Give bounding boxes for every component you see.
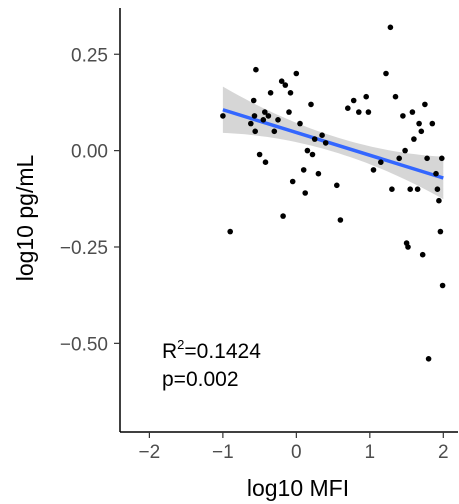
data-point: [289, 178, 296, 185]
data-point: [363, 93, 370, 100]
data-point: [271, 128, 278, 135]
data-point: [282, 82, 289, 88]
data-point: [260, 117, 267, 123]
y-tick-label: −0.50: [60, 334, 108, 355]
data-point: [262, 109, 268, 115]
data-point: [411, 136, 417, 142]
data-point: [220, 113, 226, 119]
r-squared-superscript: 2: [177, 337, 184, 352]
data-point: [356, 109, 362, 115]
x-tick-label: −1: [212, 442, 234, 463]
p-value-annotation: p=0.002: [162, 368, 239, 391]
x-tick-label: 1: [365, 442, 376, 463]
data-point: [345, 105, 351, 111]
data-point: [334, 182, 340, 189]
data-point: [439, 155, 445, 162]
data-point: [370, 167, 377, 173]
data-point: [248, 120, 254, 127]
data-point: [297, 120, 303, 127]
data-point: [267, 90, 274, 96]
data-point: [402, 147, 408, 154]
data-point: [293, 70, 300, 77]
data-point: [250, 97, 257, 104]
regression-line: [222, 108, 444, 180]
data-point: [414, 186, 421, 192]
data-point: [315, 170, 322, 177]
data-point: [319, 132, 325, 138]
data-point: [337, 217, 344, 223]
data-point: [418, 128, 425, 135]
data-point: [278, 78, 285, 84]
data-point: [429, 120, 436, 127]
y-tick-label: −0.25: [60, 238, 108, 259]
data-point: [227, 228, 233, 235]
r-squared-value: =0.1424: [184, 340, 261, 363]
data-point: [308, 101, 314, 108]
data-point: [350, 97, 357, 104]
data-point: [400, 113, 406, 119]
data-point: [422, 101, 428, 108]
data-point: [378, 159, 384, 165]
data-point: [287, 90, 294, 96]
data-point: [387, 24, 394, 31]
y-tick-label: 0.25: [71, 45, 108, 66]
data-point: [253, 66, 259, 73]
data-point: [439, 282, 446, 289]
data-point: [409, 109, 416, 115]
data-point: [256, 151, 263, 158]
data-point: [424, 155, 430, 162]
data-point: [389, 186, 395, 192]
data-point: [286, 109, 292, 115]
data-point: [425, 356, 432, 362]
data-point: [265, 113, 272, 119]
data-point: [407, 186, 414, 192]
data-point: [300, 167, 307, 173]
data-point: [275, 117, 281, 123]
r-squared-annotation: R2=0.1424: [162, 337, 261, 363]
data-point: [437, 228, 444, 235]
data-point: [405, 244, 411, 250]
data-point: [436, 197, 442, 204]
data-point: [304, 147, 311, 154]
data-point: [251, 113, 258, 119]
data-point: [309, 151, 316, 158]
x-tick-label: −2: [139, 442, 161, 463]
data-point: [252, 128, 258, 135]
data-point: [311, 136, 318, 142]
x-tick-label: 0: [291, 442, 302, 463]
y-tick-label: 0.00: [71, 142, 108, 163]
data-point: [396, 155, 403, 162]
r-squared-base: R: [162, 340, 177, 363]
x-axis-title: log10 MFI: [247, 475, 349, 501]
data-point: [280, 213, 286, 219]
data-point: [365, 109, 372, 115]
data-point: [416, 120, 422, 127]
data-point: [433, 170, 439, 177]
x-tick-label: 2: [438, 442, 449, 463]
data-point: [262, 159, 269, 165]
data-point: [434, 186, 441, 192]
data-point: [322, 140, 329, 146]
data-point: [419, 251, 426, 258]
data-point: [302, 190, 309, 196]
data-point: [383, 70, 389, 77]
y-axis-title: log10 pg/mL: [12, 154, 38, 281]
data-point: [392, 93, 399, 100]
